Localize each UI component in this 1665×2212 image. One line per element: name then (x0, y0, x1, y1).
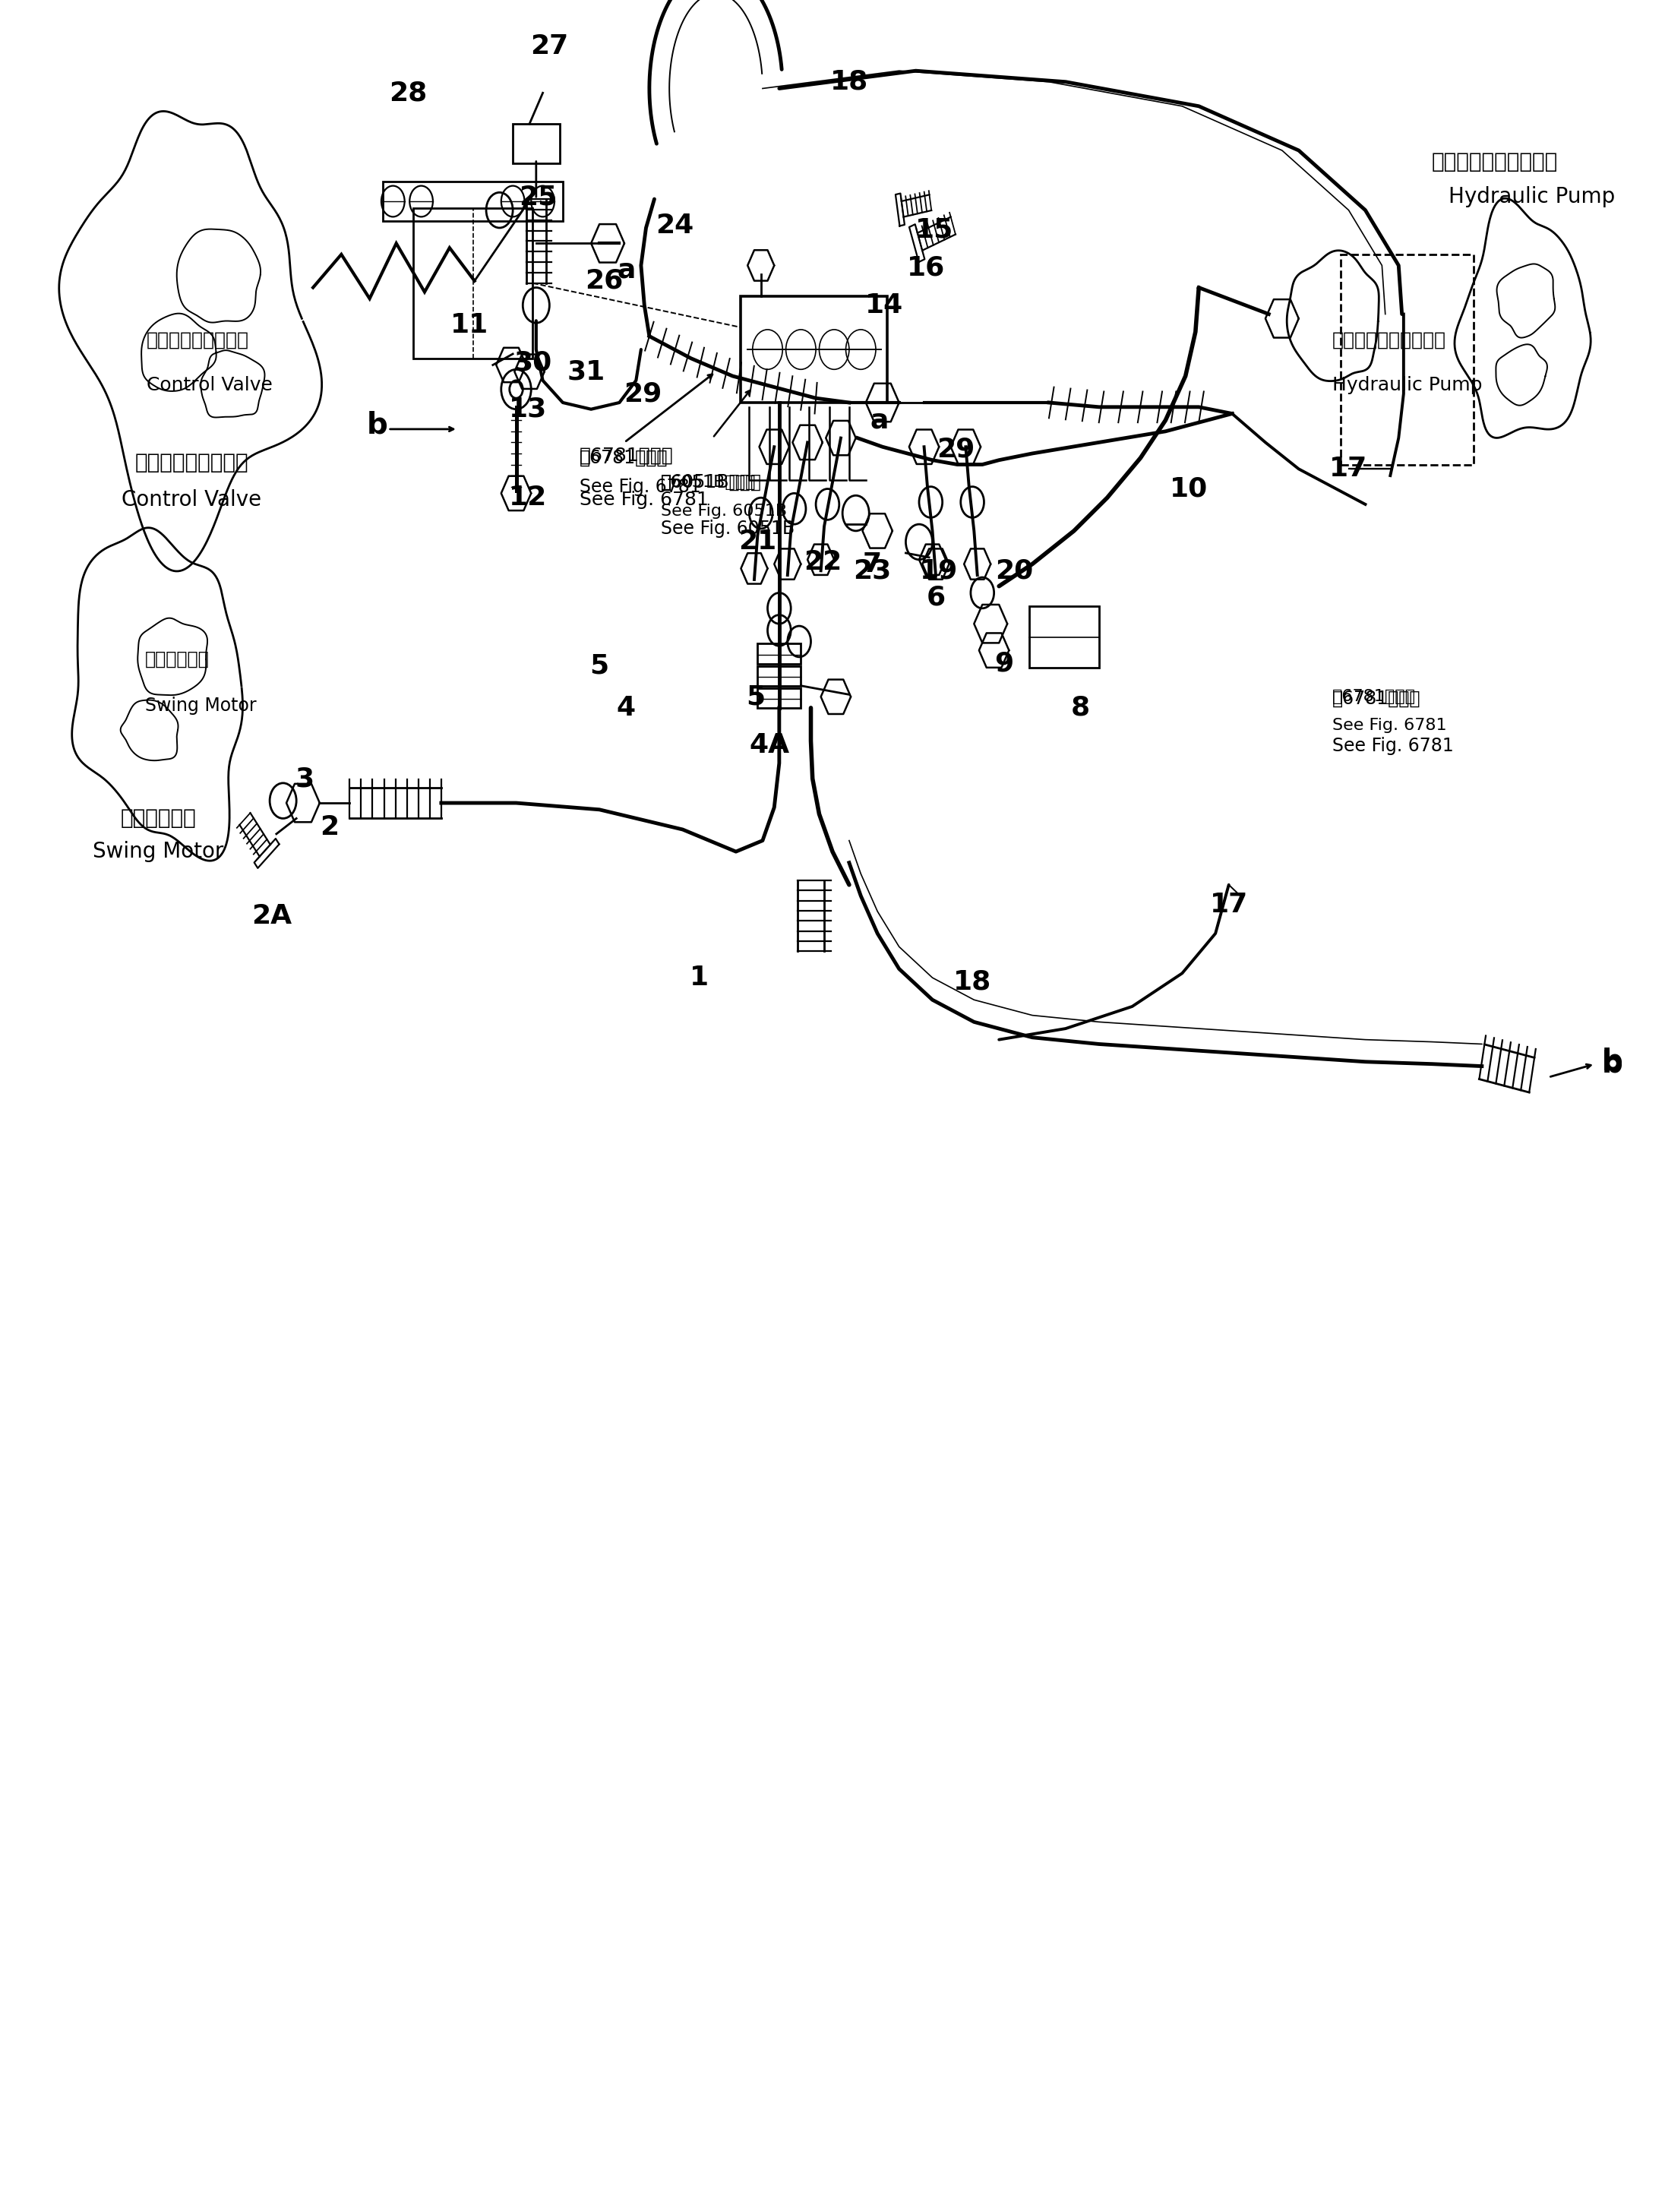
Text: 2A: 2A (251, 902, 291, 929)
Text: 第6781図参照: 第6781図参照 (1332, 690, 1420, 708)
Text: 24: 24 (656, 212, 693, 239)
Text: Control Valve: Control Valve (122, 489, 261, 511)
Text: 6: 6 (926, 584, 946, 611)
Text: 5: 5 (589, 653, 609, 679)
Text: ハイドロリックポンプ: ハイドロリックポンプ (1432, 150, 1558, 173)
Text: 旋回　モータ: 旋回 モータ (120, 807, 196, 830)
Text: 第6781図参照: 第6781図参照 (579, 449, 668, 467)
Text: コントロールバルブ: コントロールバルブ (147, 332, 250, 349)
Text: See Fig. 6051B: See Fig. 6051B (661, 504, 788, 518)
Bar (1340, 254, 1474, 465)
Bar (383, 181, 563, 221)
Text: 5: 5 (746, 684, 766, 710)
Bar (741, 296, 887, 403)
Text: 15: 15 (916, 217, 952, 243)
Text: See Fig. 6781: See Fig. 6781 (1332, 737, 1454, 754)
Text: b: b (1602, 1046, 1623, 1077)
Text: 4: 4 (616, 695, 636, 721)
Text: See Fig. 6781: See Fig. 6781 (579, 478, 701, 495)
Text: 27: 27 (531, 33, 568, 60)
Text: 12: 12 (509, 484, 546, 511)
Text: 20: 20 (996, 557, 1032, 584)
Text: 26: 26 (586, 268, 623, 294)
Text: 第6051B図参照: 第6051B図参照 (661, 473, 763, 491)
Text: 4A: 4A (749, 732, 789, 759)
Text: ハイドロリックポンプ: ハイドロリックポンプ (1332, 332, 1445, 349)
Text: 第6051B図参照: 第6051B図参照 (661, 476, 756, 489)
Text: 28: 28 (390, 80, 426, 106)
Text: Control Valve: Control Valve (147, 376, 273, 394)
Text: 29: 29 (937, 436, 974, 462)
Text: 18: 18 (831, 69, 867, 95)
Bar (513, 124, 559, 164)
Text: 18: 18 (954, 969, 991, 995)
Text: 14: 14 (866, 292, 902, 319)
Bar (1029, 606, 1099, 668)
Text: 21: 21 (739, 529, 776, 555)
Text: 1: 1 (689, 964, 709, 991)
Bar (758, 666, 801, 686)
Text: 3: 3 (295, 765, 315, 792)
Text: Hydraulic Pump: Hydraulic Pump (1332, 376, 1482, 394)
Text: a: a (869, 407, 889, 434)
Text: 22: 22 (804, 549, 841, 575)
Text: 29: 29 (624, 380, 661, 407)
Text: Swing Motor: Swing Motor (93, 841, 223, 863)
Text: Hydraulic Pump: Hydraulic Pump (1449, 186, 1615, 208)
Text: 10: 10 (1170, 476, 1207, 502)
Text: 2: 2 (320, 814, 340, 841)
Text: 第6781図参照: 第6781図参照 (579, 447, 673, 465)
Text: 17: 17 (1330, 456, 1367, 482)
Text: コントロールバルブ: コントロールバルブ (135, 451, 248, 473)
Text: 8: 8 (1071, 695, 1091, 721)
Text: See Fig. 6051B: See Fig. 6051B (661, 520, 794, 538)
Text: a: a (616, 257, 636, 283)
Text: 30: 30 (514, 349, 551, 376)
Text: b: b (366, 409, 388, 440)
Bar (758, 688, 801, 708)
Text: 13: 13 (509, 396, 546, 422)
Text: 7: 7 (862, 551, 882, 577)
Text: 25: 25 (519, 184, 556, 210)
Text: 19: 19 (921, 557, 957, 584)
Text: 31: 31 (568, 358, 604, 385)
Text: b: b (1602, 1048, 1623, 1079)
Text: 第6781図参照: 第6781図参照 (1332, 690, 1415, 703)
Text: 11: 11 (451, 312, 488, 338)
Text: See Fig. 6781: See Fig. 6781 (1332, 719, 1447, 732)
Text: 17: 17 (1210, 891, 1247, 918)
Text: 9: 9 (994, 650, 1014, 677)
Text: Swing Motor: Swing Motor (145, 697, 256, 714)
Text: 16: 16 (907, 254, 944, 281)
Bar (413, 208, 533, 358)
Text: See Fig. 6781: See Fig. 6781 (579, 491, 708, 509)
Text: 旋回　モータ: 旋回 モータ (145, 650, 210, 668)
Text: 23: 23 (854, 557, 891, 584)
Bar (758, 644, 801, 664)
